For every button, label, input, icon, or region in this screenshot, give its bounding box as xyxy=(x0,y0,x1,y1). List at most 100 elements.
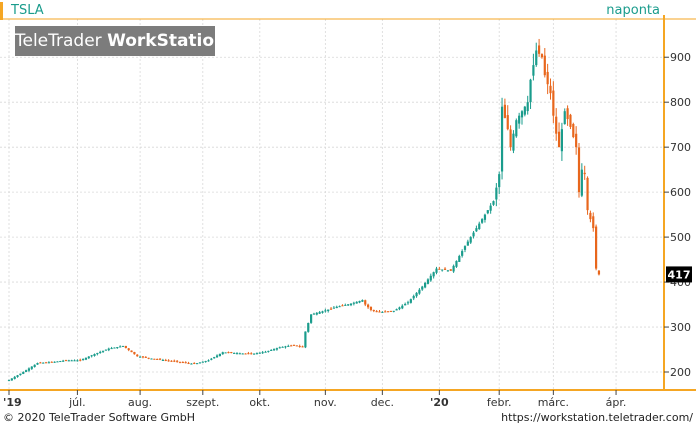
candle xyxy=(247,351,250,355)
candle xyxy=(250,352,253,355)
candle xyxy=(386,311,390,313)
candle xyxy=(104,349,107,351)
candle xyxy=(64,359,68,362)
candle xyxy=(59,360,62,363)
y-tick-label: 800 xyxy=(670,96,691,109)
interval-label[interactable]: naponta xyxy=(606,3,660,18)
candle xyxy=(287,344,290,347)
candle xyxy=(566,105,569,126)
candle xyxy=(147,357,150,360)
candle xyxy=(406,300,410,305)
source-url[interactable]: https://workstation.teletrader.com/ xyxy=(501,411,693,424)
x-tick-label: '20 xyxy=(430,396,449,409)
last-price-box xyxy=(666,266,692,283)
brand-light-text: TeleTrader xyxy=(15,31,102,51)
candle xyxy=(141,355,145,359)
candle xyxy=(53,361,56,363)
candle xyxy=(463,245,467,253)
candle xyxy=(158,358,162,361)
x-tick-label: febr. xyxy=(487,396,512,409)
candle xyxy=(441,269,444,272)
candle xyxy=(110,346,113,350)
candle xyxy=(563,108,566,125)
candle xyxy=(332,306,335,309)
candle xyxy=(33,364,36,368)
candle xyxy=(472,231,475,239)
candle xyxy=(101,350,105,353)
candle xyxy=(36,362,39,365)
candle xyxy=(93,353,96,357)
candle xyxy=(375,310,378,313)
candle xyxy=(22,371,25,375)
candle xyxy=(136,354,139,357)
candle xyxy=(344,303,347,306)
candle xyxy=(338,305,341,308)
candle xyxy=(310,314,313,324)
candle xyxy=(207,359,210,362)
candle xyxy=(16,374,19,378)
candle xyxy=(96,352,99,356)
candle xyxy=(230,351,233,354)
candle xyxy=(298,344,301,348)
candle xyxy=(426,278,430,285)
candle xyxy=(201,361,204,363)
candle xyxy=(244,353,247,355)
candle xyxy=(327,309,330,313)
candle xyxy=(438,266,441,270)
candles xyxy=(7,38,601,382)
symbol-label[interactable]: TSLA xyxy=(0,2,44,20)
candle xyxy=(227,351,230,354)
candle xyxy=(526,95,529,115)
candle xyxy=(586,176,589,215)
candle xyxy=(139,355,142,358)
candle xyxy=(378,309,381,313)
candle xyxy=(318,310,321,314)
candle xyxy=(321,310,324,314)
candle xyxy=(458,254,461,263)
candle xyxy=(7,379,11,382)
candle xyxy=(572,122,575,139)
last-price-label: 417 xyxy=(668,268,691,281)
candle xyxy=(284,345,287,349)
candle xyxy=(292,344,296,346)
candle xyxy=(421,285,424,291)
candle xyxy=(518,112,521,129)
candle xyxy=(503,98,506,119)
candle xyxy=(347,304,350,307)
candle xyxy=(13,375,16,380)
candle xyxy=(76,359,79,362)
candle xyxy=(389,310,392,312)
candle xyxy=(589,210,592,223)
candle xyxy=(190,363,193,365)
candle xyxy=(498,171,501,195)
candle xyxy=(478,221,481,230)
candle xyxy=(512,130,515,154)
candle xyxy=(435,266,438,275)
candle xyxy=(47,361,50,364)
candle xyxy=(79,358,82,362)
candle xyxy=(164,358,167,362)
candle xyxy=(452,264,455,273)
candle xyxy=(304,331,307,349)
candle xyxy=(575,126,578,155)
candle xyxy=(560,122,563,161)
candle xyxy=(70,359,73,362)
candle xyxy=(144,356,147,358)
candle xyxy=(509,125,512,151)
x-tick-label: dec. xyxy=(371,396,394,409)
candle xyxy=(595,224,598,271)
candle xyxy=(178,361,182,364)
candle xyxy=(278,346,281,349)
candle xyxy=(204,360,207,363)
candle xyxy=(312,312,316,315)
candle xyxy=(10,378,13,381)
x-axis: '19 júl. aug. szept. okt. nov. dec. '20 febr. már… xyxy=(3,390,626,409)
candle xyxy=(224,352,227,354)
candle xyxy=(167,359,170,362)
candle xyxy=(415,292,418,298)
candle xyxy=(90,354,93,358)
candle xyxy=(153,358,156,360)
candle xyxy=(107,347,110,352)
